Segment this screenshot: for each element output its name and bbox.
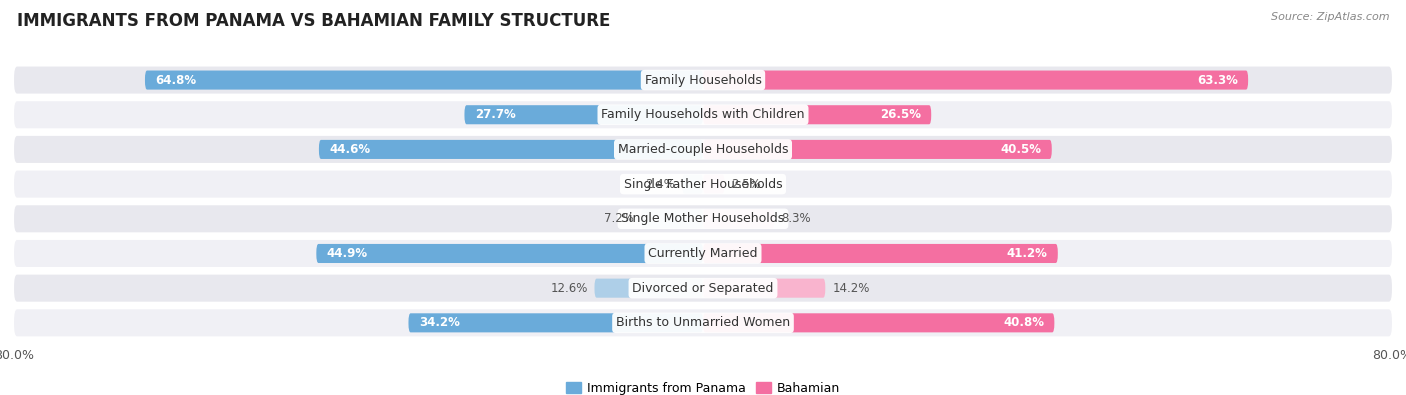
Text: 44.9%: 44.9% (326, 247, 368, 260)
FancyBboxPatch shape (14, 309, 1392, 337)
FancyBboxPatch shape (14, 171, 1392, 198)
Text: 12.6%: 12.6% (550, 282, 588, 295)
Text: 63.3%: 63.3% (1197, 73, 1237, 87)
Text: Married-couple Households: Married-couple Households (617, 143, 789, 156)
Text: Single Mother Households: Single Mother Households (621, 212, 785, 225)
Text: 7.2%: 7.2% (605, 212, 634, 225)
FancyBboxPatch shape (703, 244, 1057, 263)
Text: Divorced or Separated: Divorced or Separated (633, 282, 773, 295)
Text: Family Households with Children: Family Households with Children (602, 108, 804, 121)
FancyBboxPatch shape (14, 66, 1392, 94)
Text: 34.2%: 34.2% (419, 316, 460, 329)
Text: 40.5%: 40.5% (1001, 143, 1042, 156)
FancyBboxPatch shape (319, 140, 703, 159)
FancyBboxPatch shape (595, 278, 703, 298)
FancyBboxPatch shape (14, 275, 1392, 302)
Text: 8.3%: 8.3% (782, 212, 811, 225)
Text: Currently Married: Currently Married (648, 247, 758, 260)
FancyBboxPatch shape (14, 205, 1392, 232)
FancyBboxPatch shape (703, 71, 1249, 90)
FancyBboxPatch shape (703, 105, 931, 124)
Text: Family Households: Family Households (644, 73, 762, 87)
Text: 41.2%: 41.2% (1007, 247, 1047, 260)
FancyBboxPatch shape (14, 101, 1392, 128)
FancyBboxPatch shape (409, 313, 703, 332)
FancyBboxPatch shape (464, 105, 703, 124)
Text: IMMIGRANTS FROM PANAMA VS BAHAMIAN FAMILY STRUCTURE: IMMIGRANTS FROM PANAMA VS BAHAMIAN FAMIL… (17, 12, 610, 30)
FancyBboxPatch shape (703, 140, 1052, 159)
FancyBboxPatch shape (14, 240, 1392, 267)
FancyBboxPatch shape (703, 278, 825, 298)
Text: 64.8%: 64.8% (155, 73, 197, 87)
FancyBboxPatch shape (14, 136, 1392, 163)
Text: 2.5%: 2.5% (731, 178, 761, 191)
FancyBboxPatch shape (703, 209, 775, 228)
FancyBboxPatch shape (682, 175, 703, 194)
Text: Single Father Households: Single Father Households (624, 178, 782, 191)
Text: Source: ZipAtlas.com: Source: ZipAtlas.com (1271, 12, 1389, 22)
FancyBboxPatch shape (145, 71, 703, 90)
FancyBboxPatch shape (641, 209, 703, 228)
FancyBboxPatch shape (703, 175, 724, 194)
FancyBboxPatch shape (316, 244, 703, 263)
Text: 2.4%: 2.4% (645, 178, 675, 191)
Text: 14.2%: 14.2% (832, 282, 869, 295)
Legend: Immigrants from Panama, Bahamian: Immigrants from Panama, Bahamian (561, 377, 845, 395)
Text: 27.7%: 27.7% (475, 108, 516, 121)
Text: 44.6%: 44.6% (329, 143, 370, 156)
Text: 26.5%: 26.5% (880, 108, 921, 121)
Text: Births to Unmarried Women: Births to Unmarried Women (616, 316, 790, 329)
FancyBboxPatch shape (703, 313, 1054, 332)
Text: 40.8%: 40.8% (1002, 316, 1045, 329)
